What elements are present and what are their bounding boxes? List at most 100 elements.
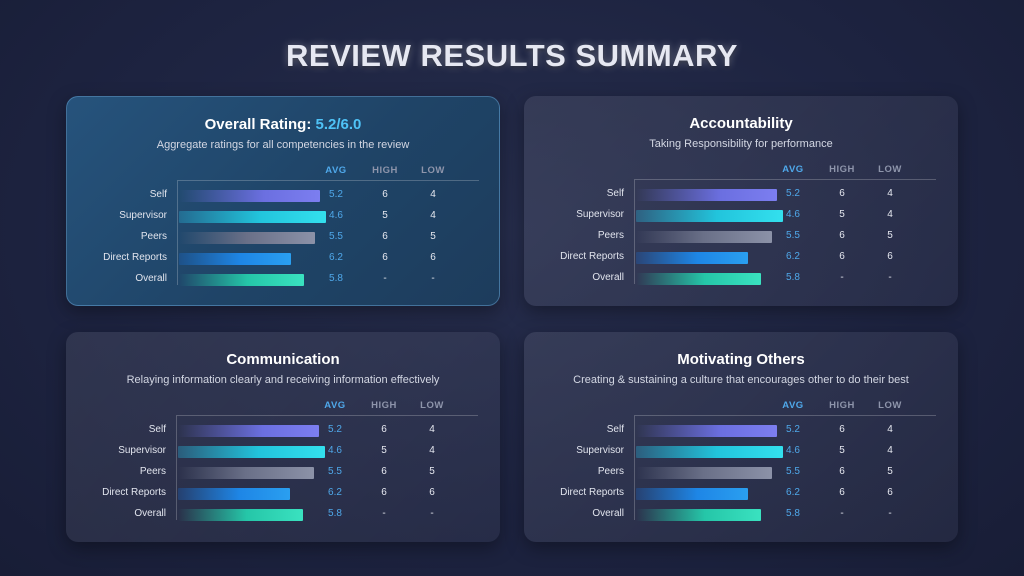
cell-high: 6 [839, 188, 845, 199]
cell-avg: 5.2 [786, 424, 800, 435]
cell-high: - [840, 272, 844, 283]
header-divider [634, 415, 936, 416]
cell-avg: 5.8 [786, 508, 800, 519]
row-label: Self [149, 189, 167, 200]
rating-bar-supervisor [636, 446, 783, 458]
column-header-low: LOW [878, 400, 902, 411]
header-divider [176, 415, 478, 416]
cell-low: 4 [429, 445, 435, 456]
cell-avg: 6.2 [786, 251, 800, 262]
rating-bar-self [179, 190, 320, 202]
row-label: Supervisor [576, 445, 624, 456]
cell-low: 6 [887, 487, 893, 498]
cell-low: 5 [887, 230, 893, 241]
rating-bar-self [178, 425, 319, 437]
rating-bar-supervisor [178, 446, 325, 458]
row-label: Peers [597, 466, 624, 477]
column-header-high: HIGH [371, 400, 397, 411]
cell-avg: 5.2 [329, 189, 343, 200]
cell-avg: 4.6 [786, 445, 800, 456]
cell-low: 4 [429, 424, 435, 435]
row-label: Self [606, 424, 624, 435]
column-header-low: LOW [420, 400, 444, 411]
cell-low: - [888, 272, 892, 283]
cell-avg: 6.2 [786, 487, 800, 498]
cell-high: 5 [382, 210, 388, 221]
cell-high: - [840, 508, 844, 519]
cell-low: 4 [887, 188, 893, 199]
cell-avg: 5.5 [328, 466, 342, 477]
cell-avg: 5.8 [786, 272, 800, 283]
column-header-high: HIGH [829, 400, 855, 411]
cell-low: - [888, 508, 892, 519]
cell-low: 5 [887, 466, 893, 477]
card-title: Accountability [524, 115, 958, 132]
cell-high: 6 [381, 424, 387, 435]
cell-high: 6 [839, 487, 845, 498]
rating-bar-peers [636, 231, 772, 243]
row-label: Overall [592, 508, 624, 519]
row-label: Direct Reports [103, 252, 167, 263]
cell-high: 5 [381, 445, 387, 456]
card-title: Communication [66, 351, 500, 368]
card-subtitle: Relaying information clearly and receivi… [126, 374, 440, 386]
cell-avg: 4.6 [328, 445, 342, 456]
competency-card: Motivating Others Creating & sustaining a… [524, 332, 958, 542]
card-title: Overall Rating: 5.2/6.0 [67, 116, 499, 133]
cell-low: 4 [430, 210, 436, 221]
cell-low: 4 [430, 189, 436, 200]
cell-high: 5 [839, 445, 845, 456]
cell-avg: 5.5 [329, 231, 343, 242]
rating-bar-supervisor [179, 211, 326, 223]
competency-card: Overall Rating: 5.2/6.0 Aggregate ratings… [66, 96, 500, 306]
rating-bar-overall [636, 273, 761, 285]
chart-axis-line [634, 416, 635, 520]
rating-bar-self [636, 425, 777, 437]
row-label: Peers [140, 231, 167, 242]
cell-high: - [383, 273, 387, 284]
column-header-high: HIGH [829, 164, 855, 175]
cell-high: 6 [382, 189, 388, 200]
row-label: Overall [134, 508, 166, 519]
column-header-high: HIGH [372, 165, 398, 176]
rating-bar-supervisor [636, 210, 783, 222]
cell-high: 5 [839, 209, 845, 220]
header-divider [177, 180, 479, 181]
cell-low: - [431, 273, 435, 284]
cell-avg: 5.5 [786, 230, 800, 241]
card-title-rating: 5.2/6.0 [315, 116, 362, 133]
competency-card: Communication Relaying information clearl… [66, 332, 500, 542]
rating-bar-direct [179, 253, 291, 265]
cell-high: 6 [839, 230, 845, 241]
cell-low: 6 [429, 487, 435, 498]
rating-bar-overall [636, 509, 761, 521]
cell-avg: 5.2 [786, 188, 800, 199]
row-label: Overall [135, 273, 167, 284]
row-label: Overall [592, 272, 624, 283]
card-subtitle: Taking Responsibility for performance [649, 138, 833, 150]
row-label: Direct Reports [560, 487, 624, 498]
row-label: Supervisor [119, 210, 167, 221]
column-header-low: LOW [878, 164, 902, 175]
card-title-text: Motivating Others [677, 351, 805, 368]
cell-high: - [382, 508, 386, 519]
column-header-low: LOW [421, 165, 445, 176]
cell-avg: 5.5 [786, 466, 800, 477]
cell-avg: 4.6 [329, 210, 343, 221]
row-label: Supervisor [576, 209, 624, 220]
cell-high: 6 [382, 252, 388, 263]
cell-high: 6 [381, 487, 387, 498]
cell-low: 6 [887, 251, 893, 262]
cell-avg: 4.6 [786, 209, 800, 220]
row-label: Supervisor [118, 445, 166, 456]
cell-low: 5 [429, 466, 435, 477]
cell-high: 6 [839, 424, 845, 435]
row-label: Peers [139, 466, 166, 477]
cell-low: - [430, 508, 434, 519]
cell-low: 4 [887, 445, 893, 456]
column-header-avg: AVG [782, 164, 804, 175]
row-label: Peers [597, 230, 624, 241]
card-title-text: Communication [226, 351, 340, 368]
column-header-avg: AVG [782, 400, 804, 411]
row-label: Direct Reports [102, 487, 166, 498]
